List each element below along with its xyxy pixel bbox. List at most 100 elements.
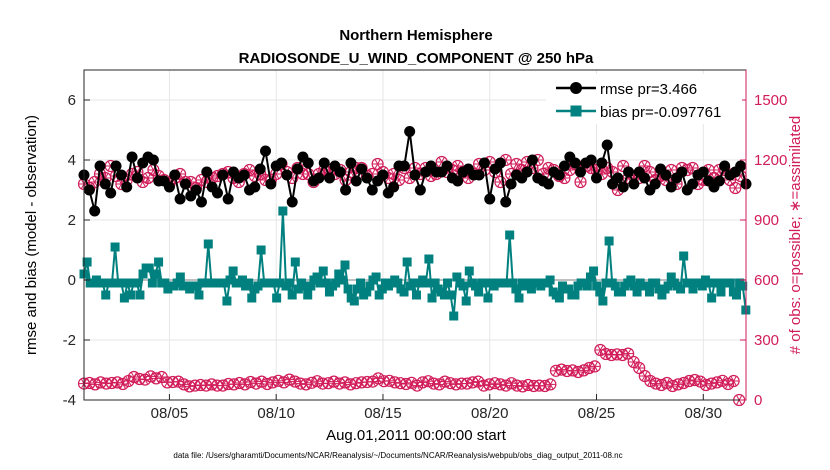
legend-bias-marker: [570, 105, 582, 117]
obs-marker-circle: [150, 372, 163, 385]
rmse-point: [404, 126, 416, 137]
obs-marker-circle: [616, 348, 629, 362]
obs-marker-spoke: [513, 159, 520, 169]
bias-point: [483, 293, 493, 303]
bias-point: [116, 278, 126, 288]
obs-marker-spoke: [408, 378, 415, 388]
bias-point: [138, 269, 148, 279]
bias-point: [589, 266, 599, 276]
bias-point: [443, 278, 453, 288]
bias-point: [663, 281, 673, 291]
obs-marker-circle: [505, 377, 518, 390]
obs-marker-spoke: [641, 371, 648, 381]
obs-marker-spoke: [475, 377, 482, 387]
series-layer: [77, 126, 752, 407]
obs-marker-circle: [671, 378, 685, 391]
y-left-tick-label: -4: [63, 392, 76, 409]
obs-marker-spoke: [597, 345, 604, 355]
obs-marker-spoke: [396, 175, 402, 185]
bias-point: [430, 278, 440, 288]
bias-point: [334, 269, 344, 279]
obs-marker-spoke: [697, 377, 704, 387]
bias-point: [284, 278, 294, 288]
y-left-tick-label: 2: [68, 212, 76, 229]
rmse-point: [211, 187, 223, 199]
rmse-point: [276, 157, 288, 169]
obs-marker-circle: [283, 373, 296, 386]
bias-point: [685, 278, 695, 288]
obs-marker-spoke: [374, 159, 381, 169]
obs-marker-spoke: [91, 177, 98, 187]
bias-point: [707, 293, 717, 303]
x-axis-label: Aug.01,2011 00:00:00 start: [326, 427, 507, 444]
rmse-point: [409, 169, 421, 181]
obs-marker-circle: [572, 365, 585, 379]
x-tick-label: 08/10: [257, 405, 295, 422]
rmse-point: [121, 181, 133, 193]
bias-point: [738, 281, 748, 291]
rmse-point: [292, 163, 304, 175]
bias-point: [679, 251, 689, 261]
bias-point: [399, 287, 409, 297]
rmse-point: [318, 157, 330, 169]
bias-point: [349, 296, 359, 306]
obs-marker-spoke: [591, 361, 598, 371]
obs-marker-spoke: [158, 372, 165, 382]
bias-point: [408, 278, 418, 288]
bias-point: [514, 293, 524, 303]
bias-point: [237, 275, 247, 285]
x-tick-label: 08/30: [685, 405, 723, 422]
bias-point: [595, 287, 605, 297]
bias-point: [119, 293, 129, 303]
bias-point: [526, 284, 536, 294]
rmse-point: [575, 166, 586, 178]
bias-point: [697, 281, 707, 291]
obs-marker-circle: [705, 377, 718, 390]
rmse-point: [553, 169, 565, 181]
bias-point: [303, 290, 313, 300]
assimilated-obs-marker: [588, 360, 601, 373]
chart-title: Northern Hemisphere: [339, 27, 492, 44]
data-file-footnote: data file: /Users/gharamti/Documents/NCA…: [173, 451, 622, 460]
rmse-point: [569, 157, 581, 169]
bias-point: [290, 257, 300, 267]
bias-point: [122, 278, 132, 288]
rmse-point: [201, 166, 213, 178]
bias-point: [688, 284, 698, 294]
obs-marker-spoke: [664, 378, 670, 388]
rmse-point: [340, 184, 352, 196]
rmse-point: [612, 172, 624, 184]
bias-point: [337, 275, 347, 285]
rmse-point: [174, 193, 186, 205]
possible-obs-marker: [729, 181, 742, 195]
rmse-point: [494, 157, 506, 169]
rmse-point: [713, 175, 725, 187]
rmse-point: [115, 169, 127, 181]
bias-point: [604, 236, 614, 246]
bias-point: [651, 278, 661, 288]
rmse-point: [356, 163, 368, 175]
bias-point: [175, 272, 185, 282]
rmse-point: [350, 175, 362, 187]
x-tick-label: 08/25: [578, 405, 616, 422]
obs-marker-spoke: [566, 165, 573, 175]
assimilated-obs-marker: [622, 347, 635, 360]
bias-point: [725, 278, 735, 288]
y-left-tick-label: 6: [68, 92, 76, 109]
bias-point: [82, 257, 92, 267]
obs-marker-circle: [438, 375, 451, 388]
obs-marker-circle: [699, 378, 712, 392]
bias-point: [511, 284, 521, 294]
x-tick-label: 08/20: [471, 405, 509, 422]
y-right-tick-label: 0: [754, 392, 762, 409]
bias-point: [464, 266, 474, 276]
bias-point: [172, 278, 182, 288]
bias-point: [256, 245, 266, 255]
bias-point: [318, 266, 328, 276]
obs-marker-spoke: [390, 169, 397, 179]
obs-marker-circle: [588, 360, 601, 373]
obs-marker-circle: [299, 378, 313, 391]
rmse-point: [473, 169, 485, 181]
bias-point: [315, 278, 325, 288]
rmse-point: [505, 178, 517, 190]
